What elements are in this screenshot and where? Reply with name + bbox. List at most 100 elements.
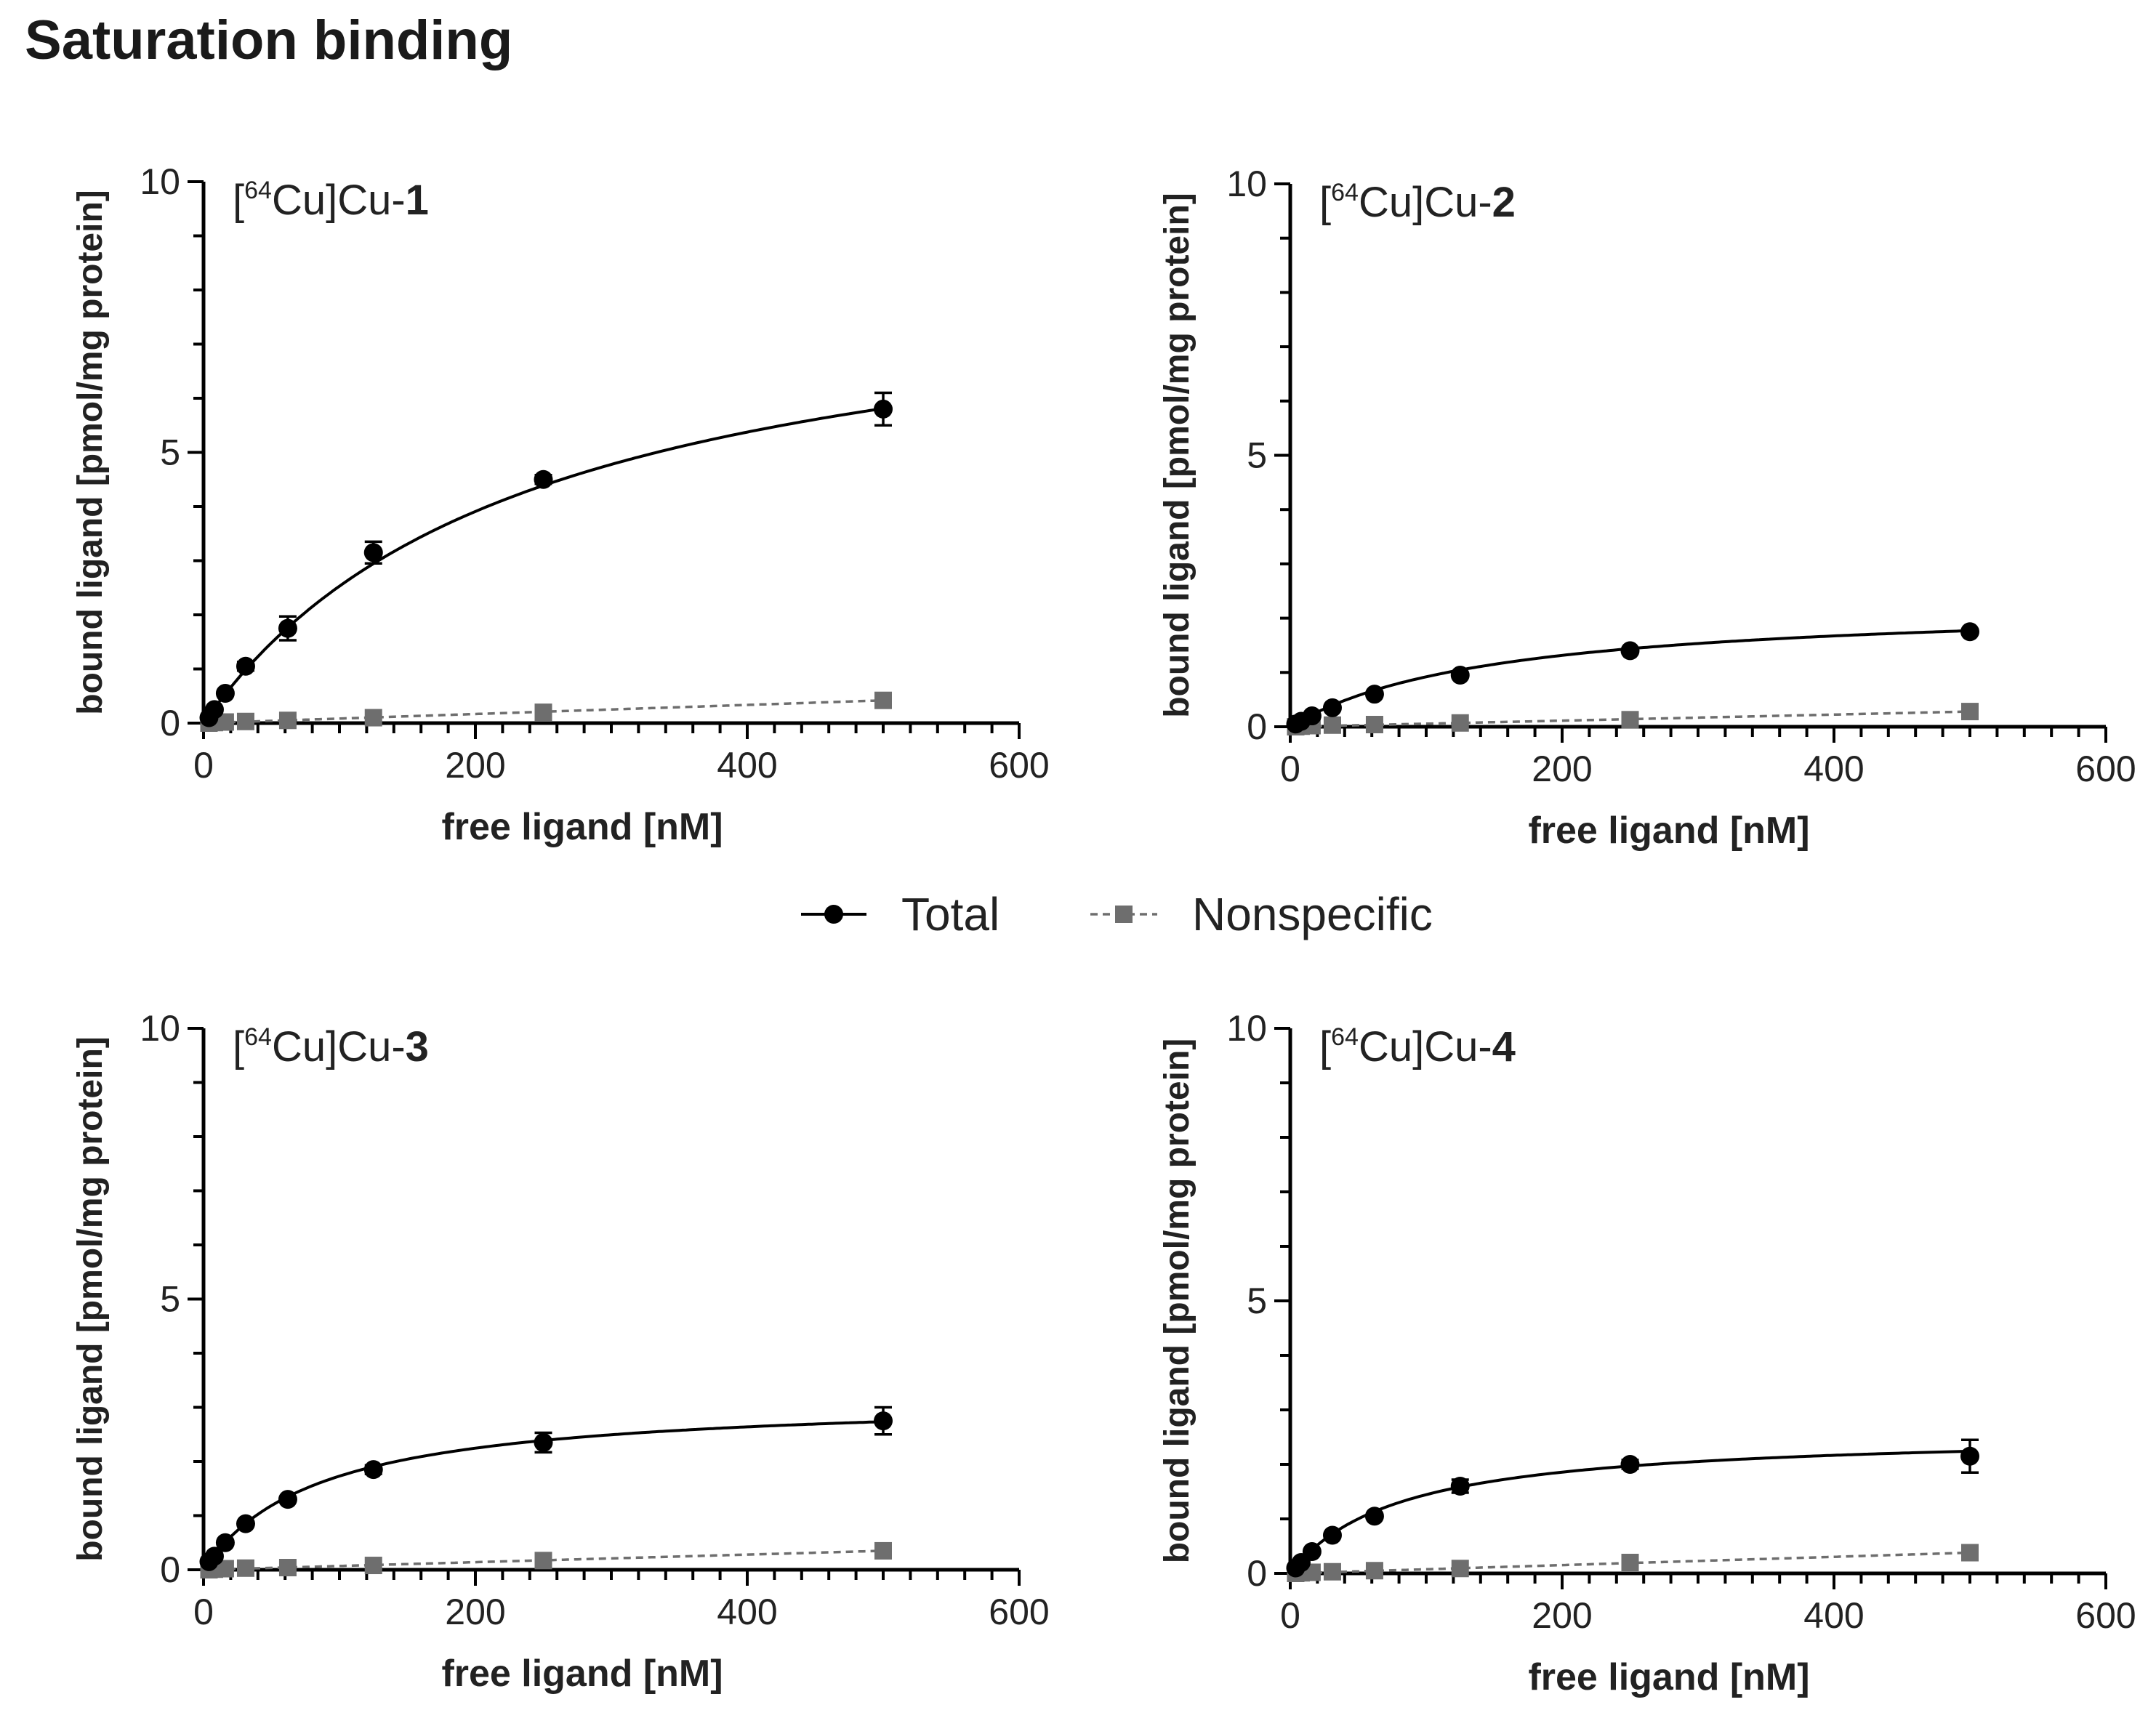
- panel-label-number: 1: [406, 177, 429, 224]
- total-point: [278, 618, 297, 638]
- nonspecific-point: [1961, 1544, 1979, 1562]
- x-tick-label: 200: [1532, 749, 1592, 789]
- x-tick-label: 0: [1280, 749, 1300, 789]
- panel-label-bracket: [: [233, 177, 244, 224]
- total-point: [363, 1460, 383, 1480]
- chart-panel-2: 0 5 10 0 200 400 600 free ligand [nM] bound liga…: [1158, 164, 2136, 852]
- panel-label: [64Cu]Cu-1: [233, 177, 429, 224]
- nonspecific-point: [236, 1559, 254, 1577]
- total-point: [278, 1490, 297, 1509]
- nonspecific-point: [534, 703, 552, 722]
- panel-label: [64Cu]Cu-2: [1319, 179, 1516, 226]
- nonspecific-point: [364, 1557, 382, 1575]
- panel-label: [64Cu]Cu-3: [233, 1023, 429, 1070]
- total-point: [1302, 1542, 1322, 1561]
- nonspecific-point: [1323, 1562, 1341, 1581]
- total-point: [1620, 641, 1640, 661]
- y-tick-label: 0: [1247, 1553, 1267, 1594]
- y-tick-label: 5: [160, 1279, 180, 1320]
- panel-label-isotope: 64: [244, 177, 272, 204]
- x-tick-label: 0: [1280, 1595, 1300, 1636]
- total-point: [874, 1411, 893, 1431]
- x-tick-label: 0: [193, 1592, 214, 1632]
- y-tick-label: 0: [160, 1549, 180, 1590]
- nonspecific-point: [1365, 1562, 1383, 1580]
- y-tick-label: 0: [160, 703, 180, 743]
- nonspecific-point: [1451, 1560, 1469, 1578]
- chart-panel-3: 0 5 10 0 200 400 600 free ligand [nM] bound liga…: [71, 1008, 1050, 1695]
- y-tick-label: 0: [1247, 706, 1267, 747]
- nonspecific-point: [534, 1552, 552, 1570]
- nonspecific-point: [874, 1541, 892, 1560]
- total-point: [215, 684, 235, 703]
- total-point: [1620, 1455, 1640, 1474]
- total-fit-line: [202, 407, 884, 725]
- y-tick-label: 10: [1226, 1008, 1267, 1049]
- legend-nonspecific-marker: [1115, 906, 1133, 923]
- total-point: [1322, 698, 1342, 717]
- total-point: [236, 656, 255, 676]
- total-point: [534, 469, 553, 489]
- x-tick-label: 200: [1532, 1595, 1592, 1636]
- total-point: [534, 1432, 553, 1452]
- y-tick-label: 10: [140, 161, 180, 202]
- total-point: [236, 1514, 255, 1533]
- legend-total-label: Total: [901, 888, 999, 940]
- panel-label: [64Cu]Cu-4: [1319, 1023, 1516, 1070]
- chart-panel-1: 0 5 10 0 200 400 600 free ligand [nM] bound liga…: [71, 161, 1050, 848]
- panel-label-number: 4: [1492, 1023, 1516, 1070]
- total-point: [1322, 1525, 1342, 1545]
- total-point: [215, 1533, 235, 1552]
- nonspecific-point: [1961, 703, 1979, 721]
- total-point: [204, 1547, 224, 1566]
- y-axis-label: bound ligand [pmol/mg protein]: [71, 190, 110, 715]
- total-point: [874, 399, 893, 419]
- y-tick-label: 5: [160, 432, 180, 473]
- x-tick-label: 600: [2075, 1595, 2136, 1636]
- x-tick-label: 200: [445, 1592, 505, 1632]
- x-axis-label: free ligand [nM]: [441, 806, 723, 848]
- total-point: [1302, 706, 1322, 726]
- x-tick-label: 400: [1803, 749, 1864, 789]
- nonspecific-point: [874, 691, 892, 709]
- nonspecific-point: [278, 711, 297, 730]
- y-tick-label: 5: [1247, 1281, 1267, 1321]
- y-axis-label: bound ligand [pmol/mg protein]: [71, 1036, 110, 1562]
- panel-label-element: Cu]Cu-: [272, 1023, 406, 1070]
- x-axis-label: free ligand [nM]: [441, 1653, 723, 1695]
- total-point: [1364, 1507, 1384, 1526]
- panel-label-isotope: 64: [244, 1023, 272, 1051]
- panel-label-isotope: 64: [1331, 1023, 1359, 1051]
- x-axis-label: free ligand [nM]: [1528, 810, 1809, 852]
- x-tick-label: 400: [717, 1592, 777, 1632]
- panel-label-number: 2: [1492, 179, 1516, 226]
- panel-label-isotope: 64: [1331, 179, 1359, 206]
- x-tick-label: 600: [989, 1592, 1049, 1632]
- y-tick-label: 10: [140, 1008, 180, 1049]
- panel-label-number: 3: [406, 1023, 429, 1070]
- nonspecific-point: [1621, 711, 1639, 729]
- x-tick-label: 200: [445, 745, 505, 786]
- legend-total-marker: [824, 905, 843, 924]
- y-axis-label: bound ligand [pmol/mg protein]: [1158, 1039, 1196, 1564]
- nonspecific-point: [364, 709, 382, 727]
- y-tick-label: 5: [1247, 435, 1267, 476]
- nonspecific-point: [1451, 714, 1469, 732]
- panel-label-element: Cu]Cu-: [1359, 179, 1492, 226]
- x-tick-label: 400: [717, 745, 777, 786]
- x-tick-label: 600: [989, 745, 1049, 786]
- chart-panel-4: 0 5 10 0 200 400 600 free ligand [nM] bound liga…: [1158, 1008, 2136, 1698]
- total-point: [363, 543, 383, 562]
- panel-label-element: Cu]Cu-: [1359, 1023, 1492, 1070]
- total-point: [1450, 666, 1470, 685]
- panel-label-bracket: [: [233, 1023, 244, 1070]
- nonspecific-point: [1621, 1554, 1639, 1571]
- nonspecific-point: [1365, 716, 1383, 734]
- nonspecific-point: [236, 712, 254, 730]
- x-axis-label: free ligand [nM]: [1528, 1656, 1809, 1698]
- y-tick-label: 10: [1226, 164, 1267, 204]
- page-title: Saturation binding: [25, 9, 513, 71]
- legend-nonspecific-label: Nonspecific: [1192, 888, 1433, 940]
- total-point: [1960, 622, 1979, 642]
- x-tick-label: 0: [193, 745, 214, 786]
